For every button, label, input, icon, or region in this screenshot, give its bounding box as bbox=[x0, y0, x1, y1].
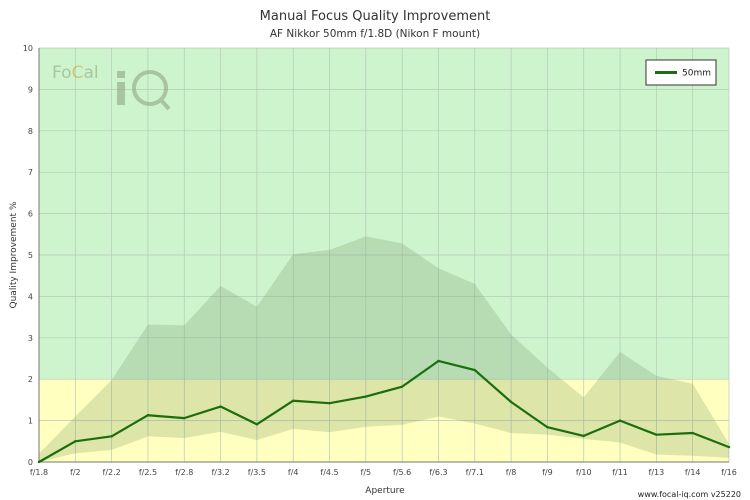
focal-logo: FoCal bbox=[52, 63, 171, 111]
y-tick-label: 2 bbox=[28, 375, 33, 384]
legend-label-50mm: 50mm bbox=[682, 69, 711, 79]
y-tick-label: 0 bbox=[28, 458, 33, 467]
x-tick-label: f/5 bbox=[361, 468, 372, 477]
data-point bbox=[509, 400, 513, 404]
x-tick-label: f/3.2 bbox=[211, 468, 229, 477]
logo-magnifier-handle bbox=[159, 98, 171, 111]
y-tick-label: 9 bbox=[28, 85, 33, 94]
y-tick-label: 10 bbox=[23, 44, 33, 53]
x-tick-label: f/2.2 bbox=[103, 468, 121, 477]
y-tick-label: 4 bbox=[28, 292, 33, 301]
x-tick-label: f/2.8 bbox=[175, 468, 193, 477]
x-axis-label: Aperture bbox=[365, 486, 405, 496]
x-tick-label: f/1.8 bbox=[30, 468, 48, 477]
x-tick-label: f/3.5 bbox=[248, 468, 266, 477]
logo-magnifier-icon bbox=[132, 70, 168, 106]
data-point bbox=[655, 433, 658, 436]
data-point bbox=[110, 435, 113, 438]
data-point bbox=[292, 399, 295, 402]
series-line-0 bbox=[38, 359, 730, 463]
data-point bbox=[364, 395, 368, 398]
data-point bbox=[437, 359, 440, 363]
y-tick-label: 8 bbox=[28, 127, 33, 136]
x-tick-label: f/4.5 bbox=[320, 468, 338, 477]
x-tick-label: f/2 bbox=[70, 468, 81, 477]
x-tick-label: f/14 bbox=[685, 468, 701, 477]
x-tick-label: f/2.5 bbox=[139, 468, 157, 477]
data-point bbox=[255, 423, 259, 426]
x-tick-label: f/10 bbox=[576, 468, 592, 477]
chart-subtitle: AF Nikkor 50mm f/1.8D (Nikon F mount) bbox=[270, 28, 480, 40]
data-point bbox=[582, 434, 585, 438]
x-tick-label: f/5.6 bbox=[393, 468, 411, 477]
y-tick-label: 1 bbox=[28, 417, 33, 426]
y-tick-label: 5 bbox=[28, 251, 33, 260]
data-point bbox=[727, 445, 731, 449]
data-point bbox=[146, 414, 150, 417]
data-point bbox=[328, 402, 331, 405]
x-tick-label: f/16 bbox=[721, 468, 737, 477]
logo-i-dot bbox=[117, 71, 125, 78]
logo-text: FoCal bbox=[52, 63, 99, 83]
x-tick-label: f/8 bbox=[506, 468, 517, 477]
data-point bbox=[74, 440, 77, 443]
y-tick-label: 3 bbox=[28, 334, 33, 343]
x-tick-label: f/4 bbox=[288, 468, 299, 477]
variance-band bbox=[39, 236, 729, 462]
y-axis-label: Quality Improvement % bbox=[9, 201, 19, 308]
data-point bbox=[691, 431, 694, 435]
data-point bbox=[219, 405, 222, 408]
data-point bbox=[183, 416, 186, 420]
data-point bbox=[618, 419, 622, 422]
data-point bbox=[400, 385, 404, 388]
y-tick-label: 6 bbox=[28, 210, 33, 219]
data-point bbox=[473, 368, 476, 372]
x-tick-label: f/11 bbox=[612, 468, 628, 477]
footer-credit: www.focal-iq.com v25220 bbox=[638, 490, 741, 499]
x-tick-label: f/7.1 bbox=[466, 468, 484, 477]
y-tick-label: 7 bbox=[28, 168, 33, 177]
logo-i-bar bbox=[117, 82, 125, 105]
data-point bbox=[37, 460, 41, 464]
chart-title: Manual Focus Quality Improvement bbox=[260, 9, 491, 24]
data-point bbox=[546, 426, 549, 429]
legend: 50mm bbox=[645, 59, 717, 86]
plot-area: 0 1 2 3 4 5 6 7 8 9 10 f/1.8 f/2 f/2.2 f/2.5 f/2.8 f/3.2… bbox=[23, 44, 737, 477]
x-tick-label: f/6.3 bbox=[429, 468, 447, 477]
x-tick-label: f/9 bbox=[542, 468, 553, 477]
x-tick-label: f/13 bbox=[649, 468, 665, 477]
